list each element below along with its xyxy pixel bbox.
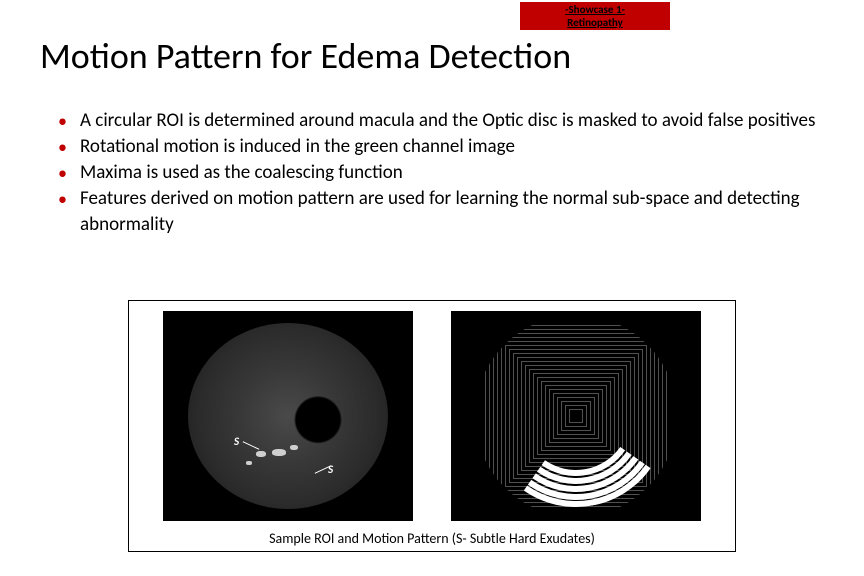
banner-line1: -Showcase 1- [565, 3, 625, 16]
bullet-item: Rotational motion is induced in the gree… [56, 134, 824, 160]
annotation-arrow [243, 441, 260, 450]
bullet-item: A circular ROI is determined around macu… [56, 108, 824, 134]
exudate-spot [256, 451, 266, 457]
fundus-circle: S S [188, 323, 388, 509]
banner-line2: Retinopathy [567, 16, 623, 29]
page-title: Motion Pattern for Edema Detection [40, 34, 571, 78]
figure-caption: Sample ROI and Motion Pattern (S- Subtle… [129, 530, 735, 547]
showcase-banner: -Showcase 1- Retinopathy [520, 2, 670, 30]
exudate-spot [272, 449, 286, 456]
annotation-s: S [234, 435, 239, 448]
figure-container: S S Sample ROI and Motion Pattern (S- Su… [128, 300, 736, 552]
motion-pattern-circle [475, 315, 677, 517]
optic-disc-mask [391, 395, 413, 439]
bullet-item: Features derived on motion pattern are u… [56, 186, 824, 238]
left-panel-fundus-roi: S S [163, 311, 413, 521]
figure-row: S S [129, 301, 735, 521]
right-panel-motion-pattern [451, 311, 701, 521]
exudate-spot [290, 445, 298, 450]
bullet-list: A circular ROI is determined around macu… [56, 108, 824, 238]
exudate-spot [246, 461, 252, 465]
bullet-item: Maxima is used as the coalescing functio… [56, 160, 824, 186]
